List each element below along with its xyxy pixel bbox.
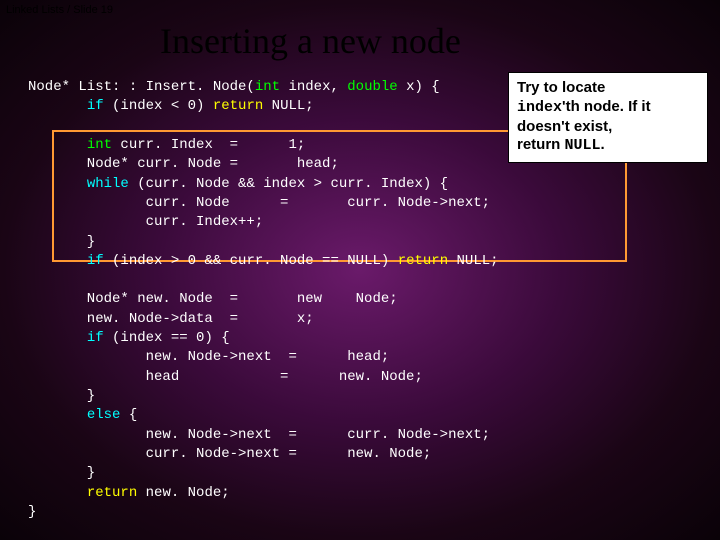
code-l12a — [28, 330, 87, 346]
code-l5b: while — [87, 176, 129, 192]
callout-line4a: return — [517, 136, 565, 153]
code-l20c: new. Node; — [137, 485, 229, 501]
code-l9d: return — [398, 253, 448, 269]
code-l8: } — [28, 234, 95, 250]
code-l16a — [28, 407, 87, 423]
breadcrumb: Linked Lists / Slide 19 — [6, 4, 113, 16]
code-l5a — [28, 176, 87, 192]
callout-line4c: . — [601, 136, 605, 153]
code-blank1 — [28, 118, 36, 134]
code-l12b: if — [87, 330, 104, 346]
code-l2e: NULL; — [263, 98, 313, 114]
code-l14: head = new. Node; — [28, 369, 423, 385]
code-l4: Node* curr. Node = head; — [28, 156, 339, 172]
code-l7: curr. Index++; — [28, 214, 263, 230]
code-l10: Node* new. Node = new Node; — [28, 291, 398, 307]
code-l1e: x) { — [398, 79, 440, 95]
code-l9a — [28, 253, 87, 269]
code-blank2 — [28, 272, 36, 288]
code-l6: curr. Node = curr. Node->next; — [28, 195, 490, 211]
code-l19: } — [28, 465, 95, 481]
code-l3b: int — [87, 137, 112, 153]
code-l2b: if — [87, 98, 104, 114]
code-l9b: if — [87, 253, 104, 269]
callout-line3: doesn't exist, — [517, 118, 612, 135]
code-l12c: (index == 0) { — [104, 330, 230, 346]
code-l1b: int — [255, 79, 280, 95]
code-l17: new. Node->next = curr. Node->next; — [28, 427, 490, 443]
code-l1a: Node* List: : Insert. Node( — [28, 79, 255, 95]
code-l9c: (index > 0 && curr. Node == NULL) — [104, 253, 398, 269]
code-l20a — [28, 485, 87, 501]
code-l13: new. Node->next = head; — [28, 349, 389, 365]
code-l2c: (index < 0) — [104, 98, 213, 114]
code-l15: } — [28, 388, 95, 404]
code-l3a — [28, 137, 87, 153]
code-l21: } — [28, 504, 36, 520]
callout-code1: index — [517, 99, 562, 116]
code-l16c: { — [120, 407, 137, 423]
callout-line2b: 'th node. If it — [562, 98, 651, 115]
slide-title: Inserting a new node — [160, 20, 461, 62]
code-l2d: return — [213, 98, 263, 114]
code-l16b: else — [87, 407, 121, 423]
code-block: Node* List: : Insert. Node(int index, do… — [28, 78, 499, 522]
code-l2a — [28, 98, 87, 114]
callout-line1: Try to locate — [517, 79, 605, 96]
code-l9e: NULL; — [448, 253, 498, 269]
code-l11: new. Node->data = x; — [28, 311, 314, 327]
callout-box: Try to locate index'th node. If it doesn… — [508, 72, 708, 163]
code-l1d: double — [347, 79, 397, 95]
code-l5c: (curr. Node && index > curr. Index) { — [129, 176, 448, 192]
code-l3c: curr. Index = 1; — [112, 137, 305, 153]
code-l1c: index, — [280, 79, 347, 95]
code-l20b: return — [87, 485, 137, 501]
callout-code2: NULL — [565, 137, 601, 154]
code-l18: curr. Node->next = new. Node; — [28, 446, 431, 462]
